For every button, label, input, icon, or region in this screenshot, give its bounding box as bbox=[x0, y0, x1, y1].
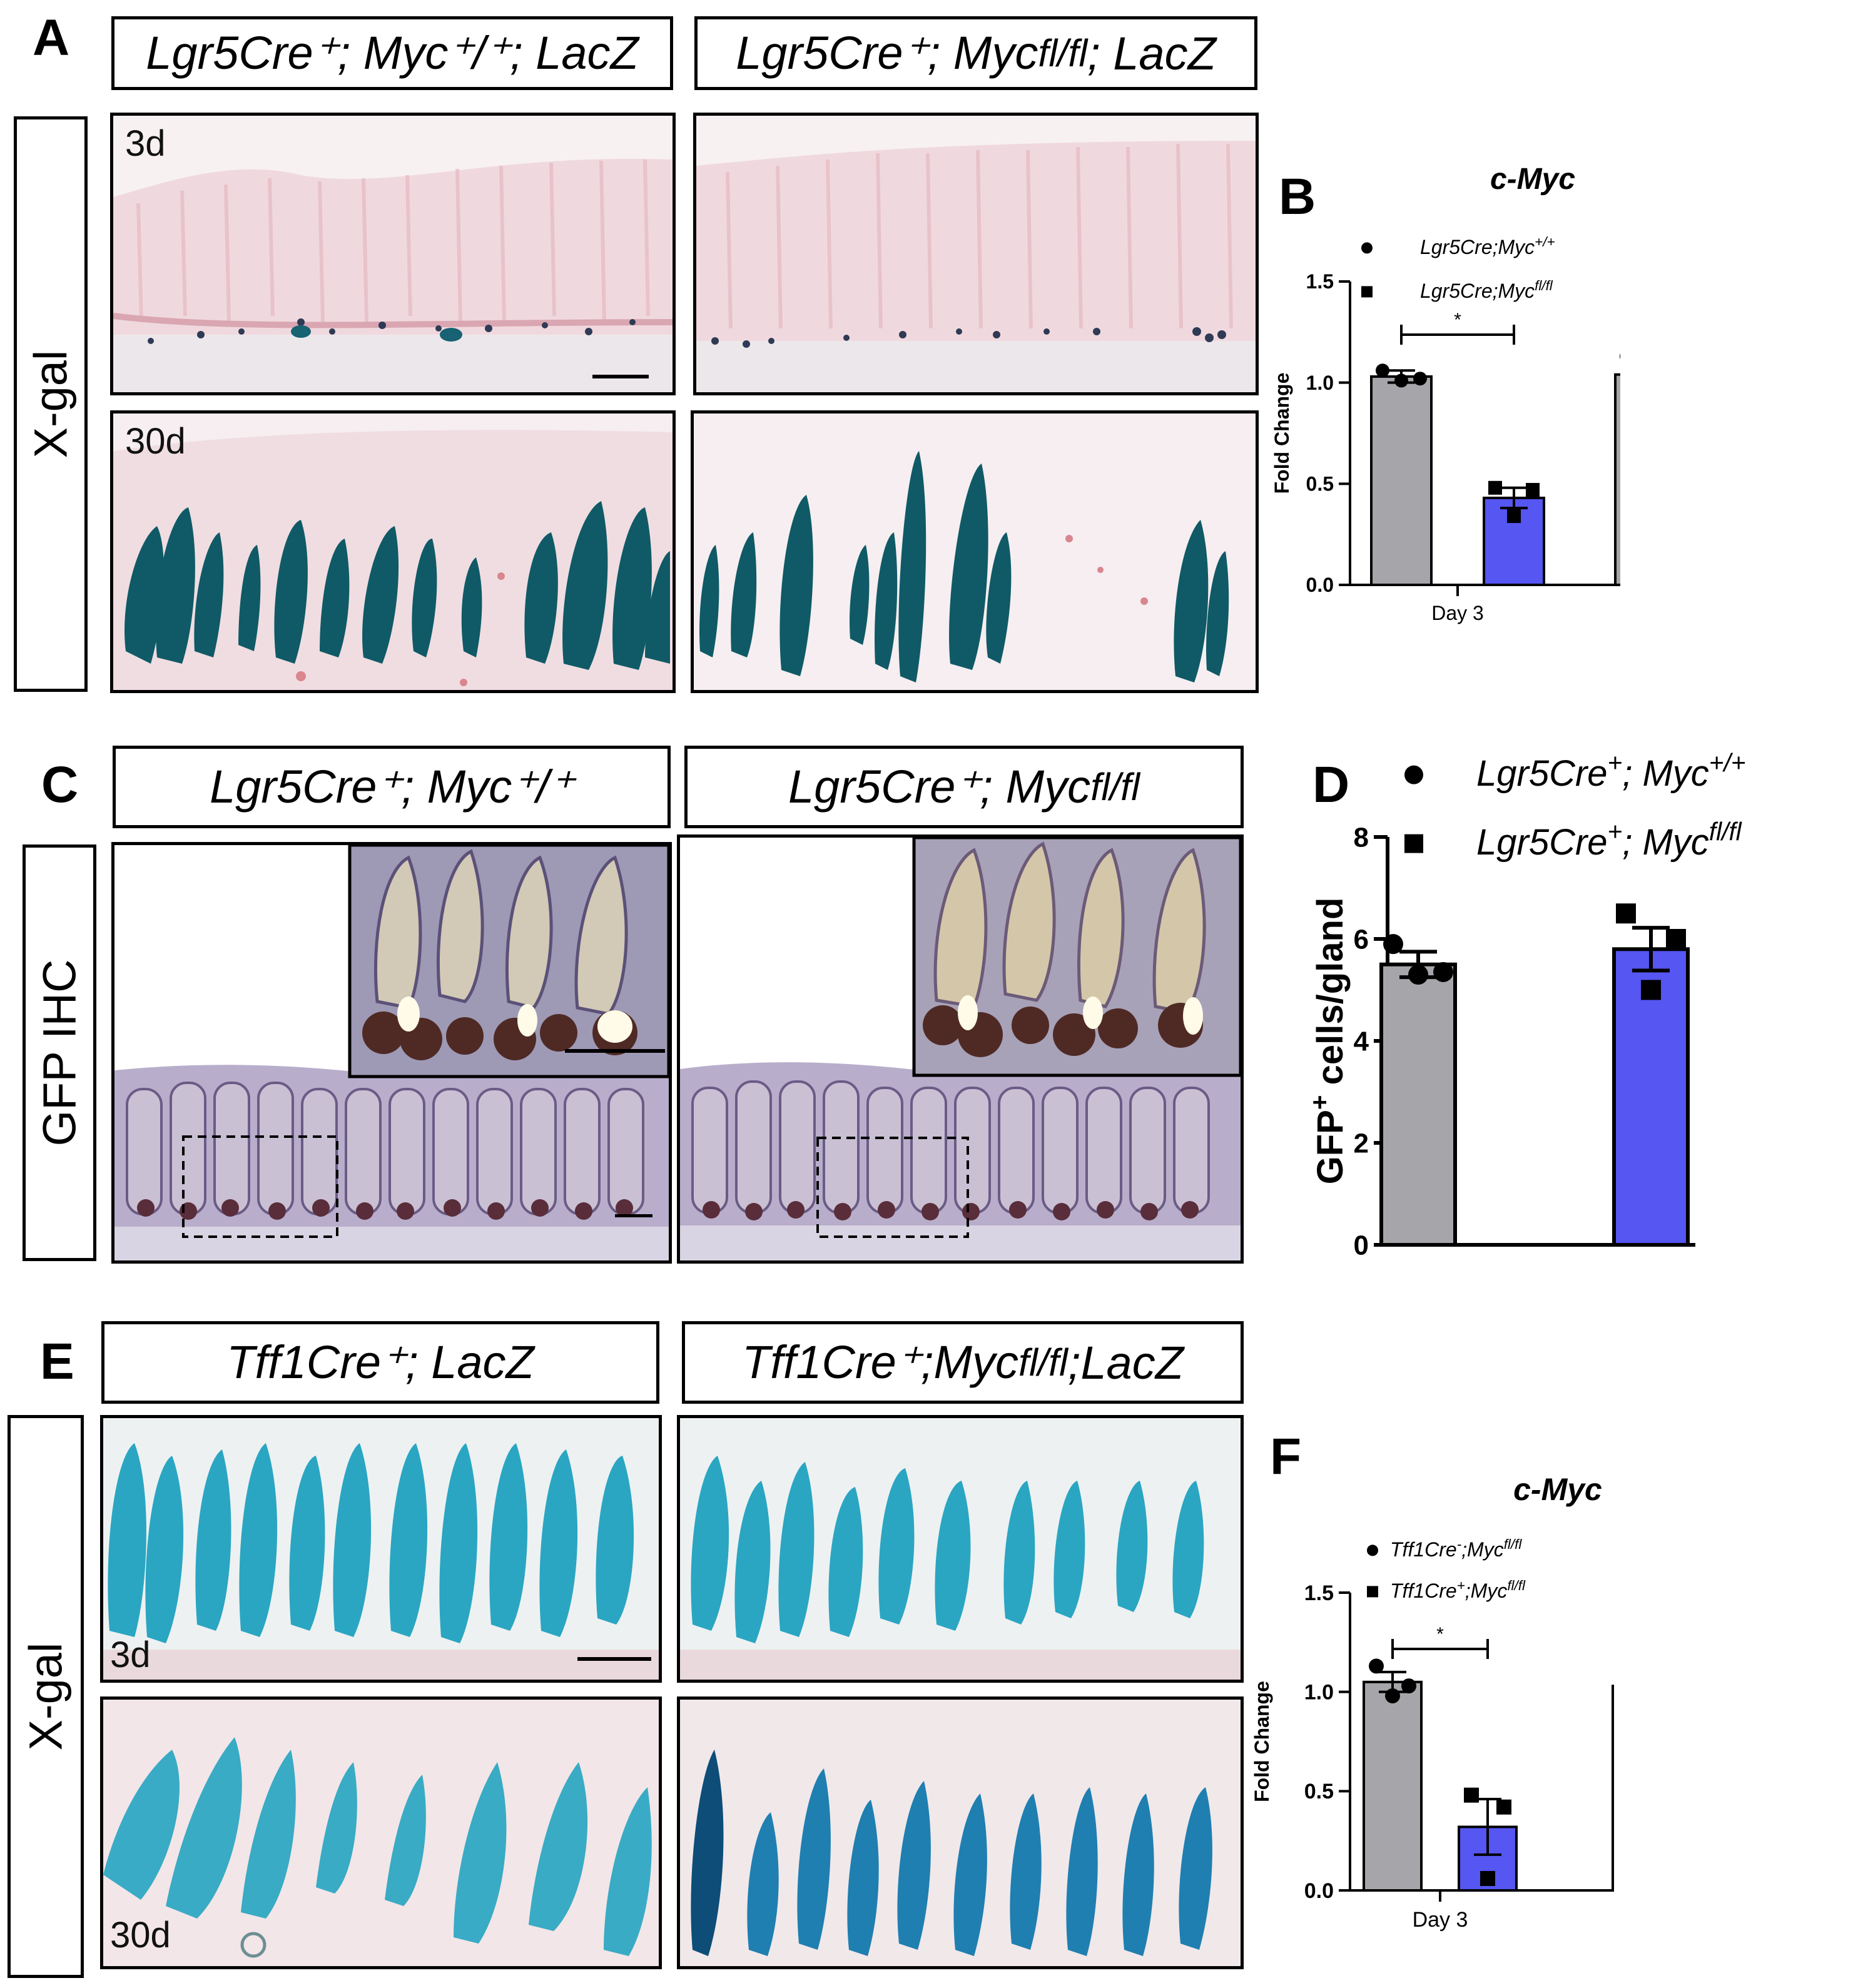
data-point bbox=[1385, 1688, 1400, 1704]
data-point bbox=[1480, 1870, 1495, 1886]
bar bbox=[1379, 962, 1457, 1247]
data-point bbox=[1401, 1678, 1416, 1694]
data-point bbox=[1507, 509, 1521, 524]
significance-star: * bbox=[1454, 310, 1461, 330]
panel-letter-b: B bbox=[1279, 168, 1316, 225]
data-point bbox=[1464, 1787, 1479, 1803]
data-point bbox=[1488, 480, 1502, 495]
y-tick-label: 1.0 bbox=[1306, 372, 1334, 394]
legend-label-0: Tff1Cre-;Mycfl/fl bbox=[1390, 1536, 1522, 1561]
data-point bbox=[1394, 373, 1408, 388]
panel-letter-f: F bbox=[1270, 1428, 1302, 1485]
data-point bbox=[1666, 929, 1686, 949]
chart-title: c-Myc bbox=[1513, 1472, 1602, 1507]
chart-f: c-Myc Tff1Cre-;Mycfl/fl Tff1Cre+;Mycfl/fl 0… bbox=[1251, 1472, 1614, 1932]
chart-title: c-Myc bbox=[1490, 163, 1575, 196]
y-tick-label: 4 bbox=[1354, 1026, 1369, 1057]
data-point bbox=[1433, 961, 1453, 982]
bar bbox=[1612, 1685, 1614, 1892]
data-point bbox=[1376, 363, 1389, 378]
legend-marker-1 bbox=[1404, 834, 1423, 853]
y-axis-label: Fold Change bbox=[1251, 1681, 1273, 1802]
panel-a-30d-control-image bbox=[110, 410, 676, 693]
panel-a-row-label: X-gal bbox=[14, 116, 88, 692]
y-tick-label: 8 bbox=[1354, 822, 1369, 853]
legend-label-0: Lgr5Cre;Myc+/+ bbox=[1420, 234, 1555, 259]
bar bbox=[1614, 373, 1620, 586]
y-tick-label: 0.5 bbox=[1306, 473, 1334, 495]
legend-marker-0 bbox=[1361, 242, 1373, 254]
panel-e-col-header-mutant: Tff1Cre⁺;Myc fl/fl ;LacZ bbox=[682, 1321, 1244, 1404]
y-tick-label: 2 bbox=[1354, 1128, 1369, 1159]
panel-c-mutant-image bbox=[677, 834, 1244, 1264]
y-tick-label: 0.0 bbox=[1304, 1879, 1334, 1903]
chart-b: c-Myc Lgr5Cre;Myc+/+ Lgr5Cre;Mycfl/fl 0.0 0.… bbox=[1271, 163, 1620, 624]
legend-label-1: Lgr5Cre+; Mycfl/fl bbox=[1476, 817, 1742, 863]
legend-label-0: Lgr5Cre+; Myc+/+ bbox=[1476, 748, 1745, 794]
panel-c-col-header-mutant: Lgr5Cre⁺; Myc fl/fl bbox=[684, 746, 1244, 828]
panel-e-3d-mutant-image bbox=[677, 1415, 1244, 1683]
bar bbox=[1370, 375, 1433, 586]
chart-d: Lgr5Cre+; Myc+/+ Lgr5Cre+; Mycfl/fl 0 2 4 6 8 G… bbox=[1305, 748, 1745, 1260]
y-tick-label: 6 bbox=[1354, 924, 1369, 955]
panel-c-col-header-control: Lgr5Cre⁺; Myc⁺/⁺ bbox=[113, 746, 671, 828]
data-point bbox=[1526, 483, 1540, 497]
panel-e-30d-mutant-image bbox=[677, 1696, 1244, 1969]
panel-c-row-label: GFP IHC bbox=[23, 844, 96, 1261]
panel-letter-c: C bbox=[41, 756, 79, 813]
panel-a-col-header-mutant: Lgr5Cre⁺; Myc fl/fl; LacZ bbox=[694, 16, 1257, 90]
panel-letter-e: E bbox=[40, 1333, 74, 1390]
x-tick-label: Day 3 bbox=[1413, 1908, 1468, 1932]
data-point bbox=[1369, 1658, 1384, 1674]
panel-a-3d-label: 3d bbox=[125, 123, 166, 164]
panel-e-3d-control-image bbox=[100, 1415, 662, 1683]
legend-label-1: Lgr5Cre;Mycfl/fl bbox=[1420, 278, 1553, 303]
significance-star: * bbox=[1436, 1624, 1444, 1645]
panel-e-3d-label: 3d bbox=[110, 1635, 151, 1675]
panel-a-3d-mutant-image bbox=[693, 113, 1259, 395]
data-point bbox=[1496, 1799, 1511, 1815]
panel-a-30d-mutant-image bbox=[691, 410, 1259, 693]
panel-c-control-image bbox=[111, 842, 672, 1264]
panel-e-30d-control-image bbox=[100, 1696, 662, 1969]
panel-e-col-header-control: Tff1Cre⁺; LacZ bbox=[101, 1321, 659, 1404]
y-tick-label: 0.0 bbox=[1306, 574, 1334, 596]
y-tick-label: 1.5 bbox=[1304, 1581, 1334, 1605]
data-point bbox=[1383, 934, 1403, 955]
legend-marker-0 bbox=[1404, 765, 1423, 784]
data-point bbox=[1413, 372, 1427, 386]
panel-a-3d-control-image bbox=[110, 113, 676, 395]
data-point bbox=[1616, 903, 1636, 924]
y-tick-label: 0.5 bbox=[1304, 1780, 1334, 1803]
panel-letter-d: D bbox=[1312, 756, 1350, 813]
y-tick-label: 1.0 bbox=[1304, 1681, 1334, 1705]
legend-marker-0 bbox=[1367, 1544, 1378, 1556]
panel-e-row-label: X-gal bbox=[8, 1415, 84, 1978]
panel-a-30d-label: 30d bbox=[125, 421, 186, 462]
panel-e-30d-label: 30d bbox=[110, 1915, 171, 1955]
y-axis-label: Fold Change bbox=[1271, 373, 1293, 494]
legend-marker-1 bbox=[1361, 286, 1373, 298]
panel-a-col-header-control: Lgr5Cre⁺; Myc⁺/⁺; LacZ bbox=[111, 16, 673, 90]
legend-label-1: Tff1Cre+;Mycfl/fl bbox=[1390, 1578, 1526, 1603]
y-tick-label: 1.5 bbox=[1306, 270, 1334, 293]
panel-letter-a: A bbox=[33, 9, 70, 66]
y-axis-label: GFP+ cells/gland bbox=[1305, 898, 1351, 1185]
y-tick-label: 0 bbox=[1354, 1230, 1369, 1260]
x-tick-label: Day 3 bbox=[1431, 602, 1484, 624]
legend-marker-1 bbox=[1367, 1586, 1378, 1598]
data-point bbox=[1408, 965, 1428, 985]
bar bbox=[1363, 1680, 1423, 1892]
data-point bbox=[1641, 980, 1661, 1000]
